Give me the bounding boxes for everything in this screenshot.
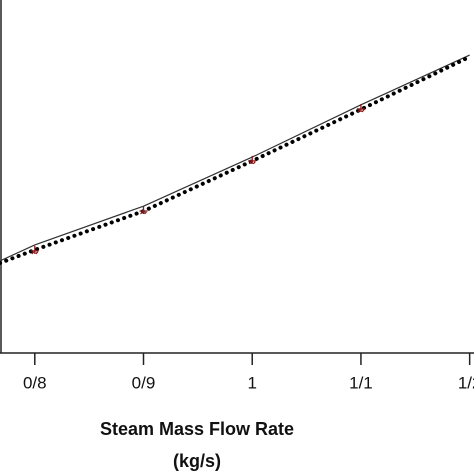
marker xyxy=(30,245,39,255)
x-tick-label: 1/2 xyxy=(458,373,474,392)
series-line xyxy=(0,54,472,265)
x-tick-label: 0/8 xyxy=(23,373,47,392)
x-tick-label: 1 xyxy=(247,373,256,392)
marker xyxy=(248,155,257,165)
x-axis-title: Steam Mass Flow Rate xyxy=(100,419,294,439)
series-line xyxy=(0,54,470,262)
marker xyxy=(139,205,148,215)
x-axis-title: (kg/s) xyxy=(173,451,221,471)
x-tick-label: 0/9 xyxy=(132,373,156,392)
marker xyxy=(356,103,365,113)
x-tick-label: 1/1 xyxy=(349,373,373,392)
